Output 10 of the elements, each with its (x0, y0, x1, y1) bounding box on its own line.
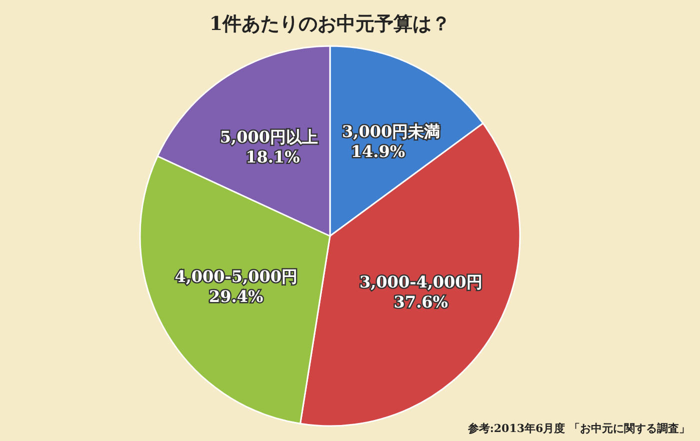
chart-title: 1件あたりのお中元予算は？ (209, 13, 451, 35)
slice-label: 3,000円未満 (342, 122, 440, 142)
data-label: 37.6% (394, 292, 448, 312)
slice-label: 3,000-4,000円 (359, 272, 482, 292)
data-label: 18.1% (246, 147, 300, 166)
slice-label: 5,000円以上 (220, 127, 318, 146)
data-label: 14.9% (350, 142, 406, 162)
slice-label: 4,000-5,000円 (174, 267, 298, 286)
text: 参考:2013年6月度 「お中元に関する調査」 (466, 422, 690, 435)
data-label: 29.4% (209, 287, 264, 306)
